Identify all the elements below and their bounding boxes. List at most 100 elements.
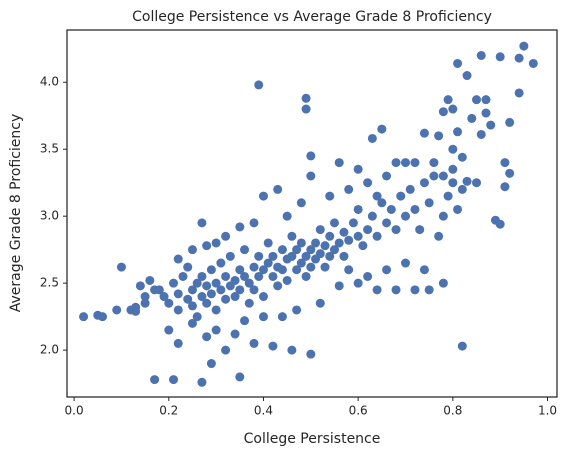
plot-frame (66, 29, 558, 398)
point (150, 375, 160, 385)
point (178, 271, 188, 281)
point (453, 58, 463, 68)
point (457, 341, 467, 351)
point (187, 318, 197, 328)
point (173, 305, 183, 315)
point (249, 218, 259, 228)
point (169, 375, 179, 385)
point (329, 218, 339, 228)
point (495, 219, 505, 229)
point (287, 231, 297, 241)
point (396, 191, 406, 201)
point (438, 278, 448, 288)
x-tick-label: 0.6 (349, 404, 368, 418)
point (301, 104, 311, 114)
point (453, 127, 463, 137)
point (325, 251, 335, 261)
y-tick-label: 3.0 (40, 209, 59, 223)
point (216, 285, 226, 295)
point (311, 238, 321, 248)
point (240, 271, 250, 281)
point (372, 191, 382, 201)
point (150, 285, 160, 295)
point (211, 325, 221, 335)
point (334, 238, 344, 248)
point (258, 312, 268, 322)
y-tick-label: 2.0 (40, 343, 59, 357)
point (514, 53, 524, 63)
point (391, 225, 401, 235)
point (391, 285, 401, 295)
point (363, 225, 373, 235)
point (197, 271, 207, 281)
point (367, 133, 377, 143)
point (192, 278, 202, 288)
point (235, 265, 245, 275)
y-axis-label: Average Grade 8 Proficiency (8, 114, 24, 313)
point (169, 278, 179, 288)
point (443, 191, 453, 201)
point (135, 281, 145, 291)
point (187, 245, 197, 255)
point (339, 251, 349, 261)
point (429, 171, 439, 181)
point (353, 231, 363, 241)
point (254, 251, 264, 261)
point (476, 50, 486, 60)
point (197, 218, 207, 228)
point (268, 341, 278, 351)
point (187, 301, 197, 311)
point (249, 285, 259, 295)
point (183, 262, 193, 272)
point (140, 298, 150, 308)
point (197, 292, 207, 302)
point (500, 182, 510, 192)
point (438, 211, 448, 221)
point (462, 71, 472, 81)
point (296, 238, 306, 248)
y-tick-label: 4.0 (40, 75, 59, 89)
point (448, 104, 458, 114)
point (434, 231, 444, 241)
point (320, 262, 330, 272)
point (230, 329, 240, 339)
point (306, 151, 316, 161)
point (287, 251, 297, 261)
point (448, 144, 458, 154)
point (192, 312, 202, 322)
point (202, 298, 212, 308)
point (263, 238, 273, 248)
point (348, 218, 358, 228)
point (268, 251, 278, 261)
point (140, 292, 150, 302)
point (401, 258, 411, 268)
point (320, 241, 330, 251)
point (401, 158, 411, 168)
point (287, 345, 297, 355)
point (377, 198, 387, 208)
point (145, 275, 155, 285)
point (391, 158, 401, 168)
point (211, 305, 221, 315)
point (495, 52, 505, 62)
point (235, 222, 245, 232)
point (419, 128, 429, 138)
point (353, 204, 363, 214)
point (372, 231, 382, 241)
point (344, 184, 354, 194)
point (273, 184, 283, 194)
point (363, 178, 373, 188)
point (211, 238, 221, 248)
point (424, 198, 434, 208)
x-axis-label: College Persistence (244, 431, 381, 447)
point (457, 184, 467, 194)
chart-title: College Persistence vs Average Grade 8 P… (132, 9, 492, 25)
point (315, 225, 325, 235)
point (353, 278, 363, 288)
point (401, 211, 411, 221)
point (467, 113, 477, 123)
point (296, 258, 306, 268)
point (187, 285, 197, 295)
